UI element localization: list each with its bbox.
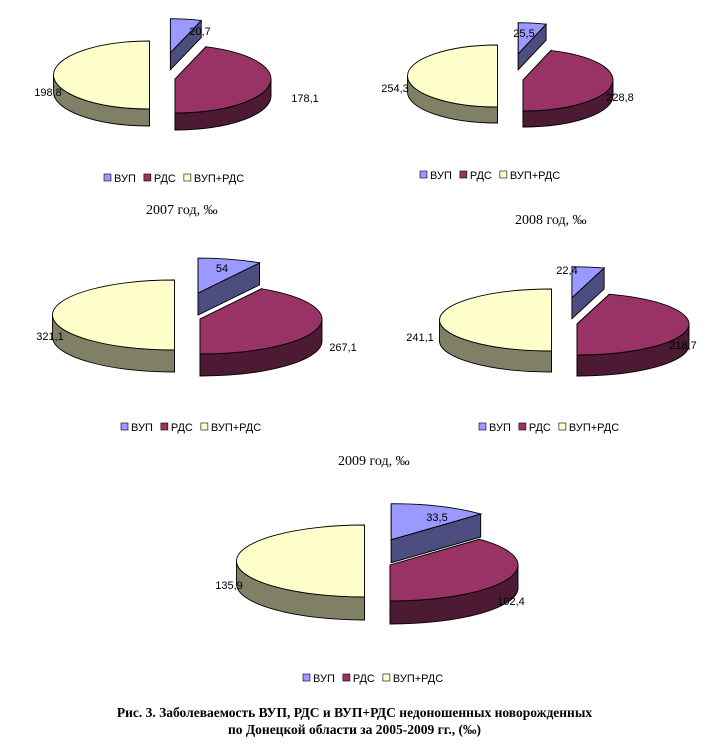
- pie-chart-2: 25,5 228,8 254,3 ВУП РДС ВУП+РДС: [381, 22, 634, 182]
- legend: ВУП РДС ВУП+РДС: [302, 673, 443, 685]
- legend: ВУП РДС ВУП+РДС: [478, 422, 619, 434]
- legend: ВУП РДС ВУП+РДС: [103, 173, 244, 185]
- data-label-ВУП: 33,5: [426, 512, 447, 524]
- pie-slice-РДС: [576, 293, 690, 377]
- legend-swatch-ВУП: [103, 173, 112, 182]
- legend-swatch-ВУП: [419, 170, 428, 179]
- pie-slice-ВУП+РДС: [407, 44, 498, 124]
- data-label-РДС: 102,4: [497, 596, 525, 608]
- pie-slice-ВУП+РДС: [439, 288, 552, 373]
- legend-label-РДС: РДС: [171, 422, 193, 434]
- legend-label-ВУП: ВУП: [131, 422, 153, 434]
- data-label-РДС: 178,1: [291, 93, 319, 105]
- data-label-ВУП+РДС: 241,1: [406, 332, 434, 344]
- pie-slice-ВУП+РДС: [53, 40, 150, 127]
- pie-slice-ВУП: [517, 22, 548, 71]
- figure-caption-line1: Рис. 3. Заболеваемость ВУП, РДС и ВУП+РД…: [116, 705, 593, 720]
- data-label-РДС: 218,7: [669, 340, 697, 352]
- chart-title-2009: 2009 год, ‰: [338, 454, 410, 469]
- legend: ВУП РДС ВУП+РДС: [419, 170, 560, 182]
- data-label-ВУП: 25,5: [513, 28, 534, 40]
- legend-swatch-РДС: [342, 673, 351, 682]
- legend-label-РДС: РДС: [353, 673, 375, 685]
- data-label-ВУП: 20,7: [189, 26, 210, 38]
- pie-slice-ВУП: [571, 266, 606, 320]
- legend-swatch-ВУП+РДС: [382, 673, 391, 682]
- legend-swatch-РДС: [518, 422, 527, 431]
- legend-label-ВУП: ВУП: [430, 170, 452, 182]
- pie-chart-3: 54 267,1 321,1 ВУП РДС ВУП+РДС: [36, 257, 357, 434]
- pie-slice-РДС: [199, 288, 323, 377]
- legend-label-ВУП+РДС: ВУП+РДС: [393, 673, 443, 685]
- pie-slice-РДС: [174, 45, 272, 131]
- pie-slice-ВУП+РДС: [236, 524, 365, 621]
- legend-label-ВУП+РДС: ВУП+РДС: [211, 422, 261, 434]
- legend-swatch-ВУП+РДС: [183, 173, 192, 182]
- legend-swatch-ВУП+РДС: [499, 170, 508, 179]
- chart-title-2008: 2008 год, ‰: [515, 213, 587, 228]
- pie-slice-ВУП: [390, 503, 483, 564]
- data-label-ВУП+РДС: 198,8: [34, 87, 62, 99]
- legend: ВУП РДС ВУП+РДС: [120, 422, 261, 434]
- legend-label-ВУП+РДС: ВУП+РДС: [510, 170, 560, 182]
- legend-swatch-ВУП: [478, 422, 487, 431]
- legend-label-РДС: РДС: [529, 422, 551, 434]
- data-label-ВУП+РДС: 254,3: [381, 83, 409, 95]
- figure-caption-line2: по Донецкой области за 2005-2009 гг., (‰…: [227, 722, 482, 737]
- pie-chart-4: 22,4 218,7 241,1 ВУП РДС ВУП+РДС: [406, 265, 697, 434]
- legend-label-РДС: РДС: [470, 170, 492, 182]
- legend-swatch-ВУП+РДС: [558, 422, 567, 431]
- legend-label-ВУП: ВУП: [313, 673, 335, 685]
- pie-slice-ВУП: [197, 257, 262, 316]
- pie-slice-ВУП+РДС: [52, 279, 175, 373]
- legend-label-ВУП: ВУП: [114, 173, 136, 185]
- legend-swatch-ВУП+РДС: [200, 422, 209, 431]
- pie-slice-РДС: [522, 49, 614, 128]
- pie-chart-1: 20,7 178,1 198,8 ВУП РДС ВУП+РДС: [34, 18, 319, 185]
- legend-label-ВУП: ВУП: [489, 422, 511, 434]
- chart-title-2007: 2007 год, ‰: [146, 203, 218, 218]
- legend-label-РДС: РДС: [154, 173, 176, 185]
- legend-swatch-ВУП: [120, 422, 129, 431]
- data-label-ВУП: 22,4: [556, 265, 577, 277]
- data-label-ВУП+РДС: 135,9: [215, 580, 243, 592]
- legend-label-ВУП+РДС: ВУП+РДС: [569, 422, 619, 434]
- legend-label-ВУП+РДС: ВУП+РДС: [194, 173, 244, 185]
- data-label-РДС: 228,8: [606, 92, 634, 104]
- pie-slice-ВУП: [169, 18, 203, 71]
- pie-slice-РДС: [389, 538, 519, 625]
- legend-swatch-РДС: [459, 170, 468, 179]
- legend-swatch-РДС: [160, 422, 169, 431]
- data-label-ВУП+РДС: 321,1: [36, 331, 64, 343]
- pie-chart-5: 33,5 102,4 135,9 ВУП РДС ВУП+РДС: [215, 503, 525, 685]
- legend-swatch-ВУП: [302, 673, 311, 682]
- data-label-РДС: 267,1: [329, 342, 357, 354]
- legend-swatch-РДС: [143, 173, 152, 182]
- data-label-ВУП: 54: [216, 263, 228, 275]
